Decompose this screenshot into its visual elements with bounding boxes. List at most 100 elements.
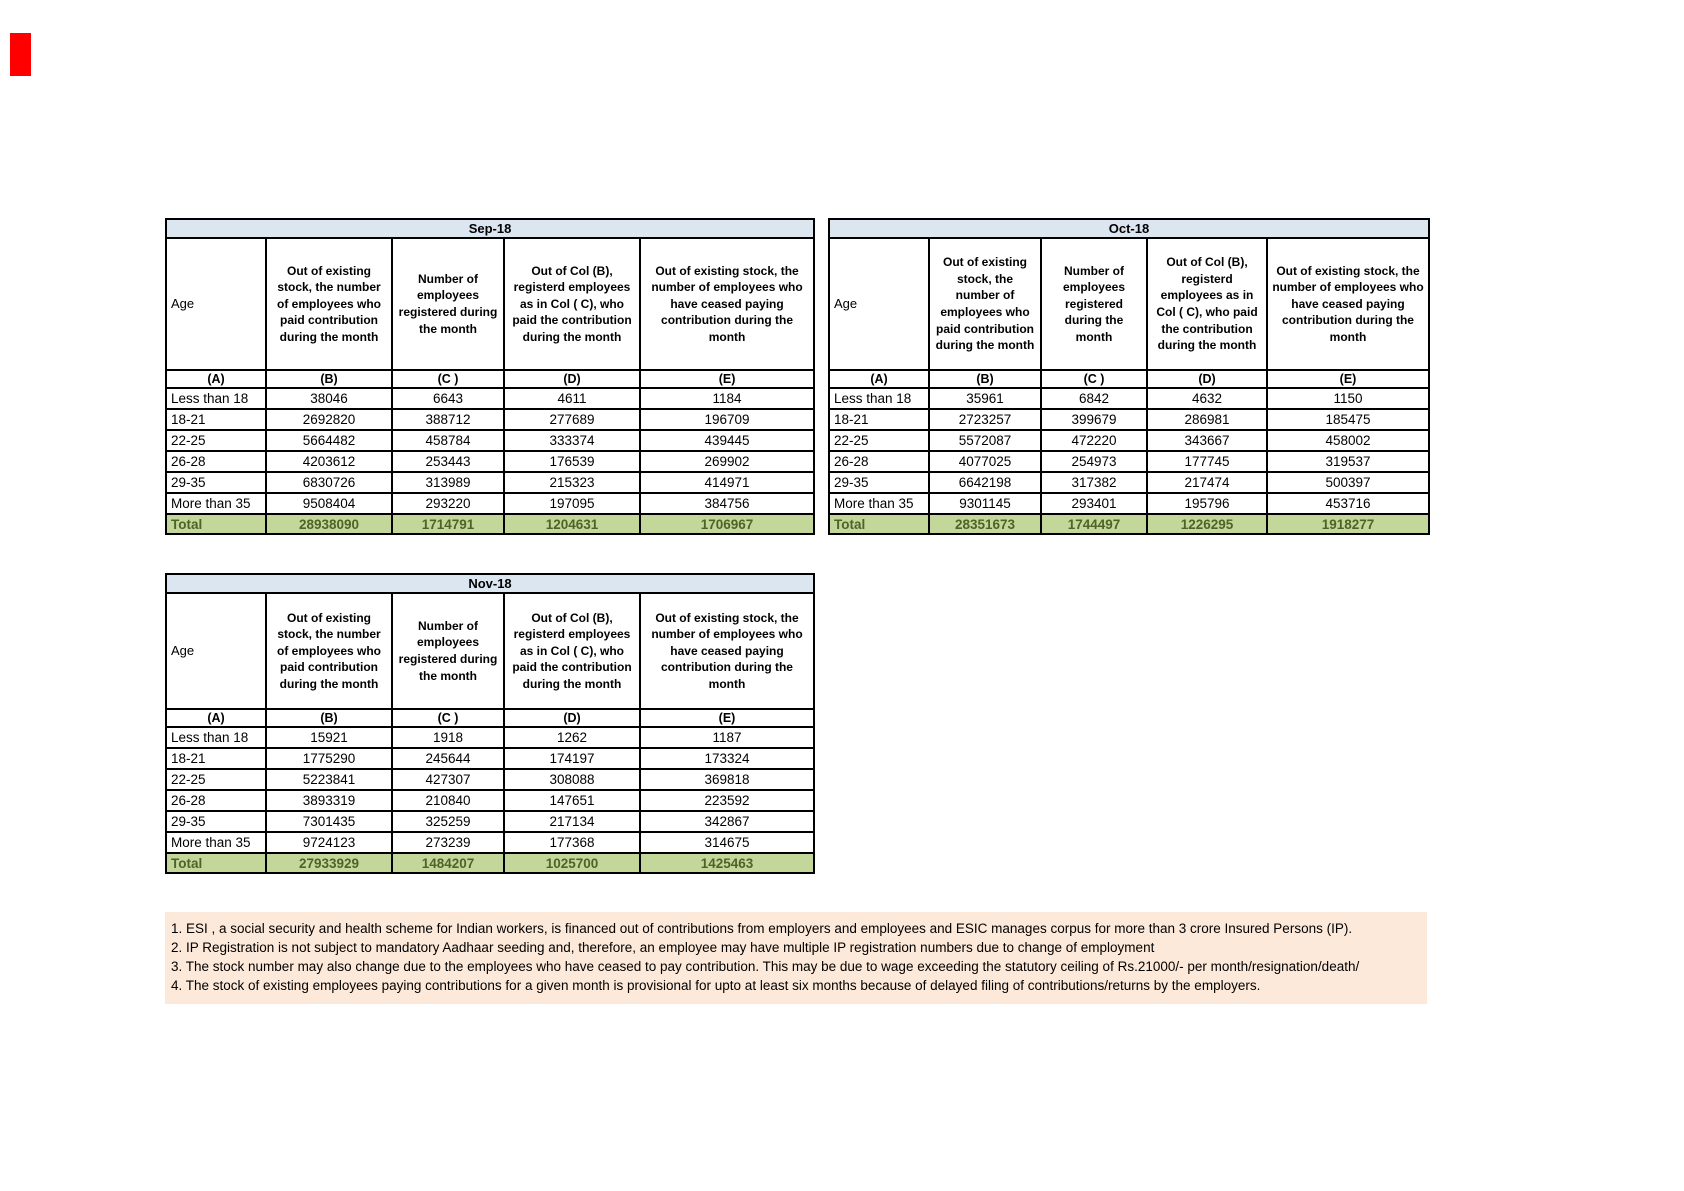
value-cell: 317382 <box>1040 471 1148 494</box>
value-cell: 1918 <box>391 726 505 749</box>
col-header-c: Number of employees registered during th… <box>1040 237 1148 371</box>
table-row: Less than 18 15921 1918 1262 1187 <box>165 726 815 749</box>
column-header-row: Age Out of existing stock, the number of… <box>165 237 816 371</box>
value-cell: 458784 <box>391 429 505 452</box>
value-cell: 6643 <box>391 387 505 410</box>
col-header-e: Out of existing stock, the number of emp… <box>638 237 816 371</box>
total-value: 28938090 <box>265 513 393 535</box>
age-cell: 29-35 <box>165 810 267 833</box>
table-row: 18-21 2723257 399679 286981 185475 <box>828 408 1430 431</box>
col-letter-e: (E) <box>1266 369 1430 389</box>
footnotes-block: 1. ESI , a social security and health sc… <box>165 912 1427 1004</box>
value-cell: 308088 <box>503 768 641 791</box>
total-label: Total <box>165 513 267 535</box>
month-table-nov: Nov-18 Age Out of existing stock, the nu… <box>165 573 815 874</box>
value-cell: 197095 <box>503 492 641 515</box>
value-cell: 254973 <box>1040 450 1148 473</box>
value-cell: 458002 <box>1266 429 1430 452</box>
value-cell: 269902 <box>638 450 816 473</box>
table-row: 22-25 5223841 427307 308088 369818 <box>165 768 815 791</box>
age-cell: 26-28 <box>165 450 267 473</box>
value-cell: 9301145 <box>928 492 1042 515</box>
age-cell: Less than 18 <box>828 387 930 410</box>
table-title-row: Sep-18 <box>164 218 816 239</box>
value-cell: 325259 <box>391 810 505 833</box>
table-row: 26-28 3893319 210840 147651 223592 <box>165 789 815 812</box>
total-value: 1204631 <box>503 513 641 535</box>
column-letters-row: (A) (B) (C ) (D) (E) <box>828 369 1430 389</box>
value-cell: 1187 <box>639 726 815 749</box>
table-row: 18-21 2692820 388712 277689 196709 <box>165 408 816 431</box>
value-cell: 174197 <box>503 747 641 770</box>
age-cell: 26-28 <box>828 450 930 473</box>
col-letter-d: (D) <box>503 369 641 389</box>
value-cell: 7301435 <box>265 810 393 833</box>
col-header-b: Out of existing stock, the number of emp… <box>928 237 1042 371</box>
value-cell: 369818 <box>639 768 815 791</box>
value-cell: 195796 <box>1146 492 1268 515</box>
col-header-e: Out of existing stock, the number of emp… <box>1266 237 1430 371</box>
value-cell: 399679 <box>1040 408 1148 431</box>
value-cell: 9724123 <box>265 831 393 854</box>
value-cell: 273239 <box>391 831 505 854</box>
footnote-3: 3. The stock number may also change due … <box>171 959 1360 974</box>
value-cell: 5664482 <box>265 429 393 452</box>
col-letter-d: (D) <box>1146 369 1268 389</box>
value-cell: 223592 <box>639 789 815 812</box>
age-cell: 18-21 <box>165 747 267 770</box>
value-cell: 2692820 <box>265 408 393 431</box>
table-row: 29-35 6830726 313989 215323 414971 <box>165 471 816 494</box>
red-marker <box>10 33 31 76</box>
month-table-sep: Sep-18 Age Out of existing stock, the nu… <box>164 218 816 535</box>
table-row: 18-21 1775290 245644 174197 173324 <box>165 747 815 770</box>
value-cell: 9508404 <box>265 492 393 515</box>
value-cell: 1150 <box>1266 387 1430 410</box>
age-cell: 22-25 <box>165 429 267 452</box>
col-letter-a: (A) <box>165 708 267 728</box>
table-row: 22-25 5664482 458784 333374 439445 <box>165 429 816 452</box>
value-cell: 4611 <box>503 387 641 410</box>
col-header-d: Out of Col (B), registerd employees as i… <box>503 237 641 371</box>
age-cell: 26-28 <box>165 789 267 812</box>
value-cell: 253443 <box>391 450 505 473</box>
col-header-b: Out of existing stock, the number of emp… <box>265 592 393 710</box>
value-cell: 500397 <box>1266 471 1430 494</box>
value-cell: 173324 <box>639 747 815 770</box>
age-cell: 22-25 <box>828 429 930 452</box>
column-letters-row: (A) (B) (C ) (D) (E) <box>165 369 816 389</box>
value-cell: 35961 <box>928 387 1042 410</box>
table-row: 26-28 4077025 254973 177745 319537 <box>828 450 1430 473</box>
table-row: Less than 18 35961 6842 4632 1150 <box>828 387 1430 410</box>
value-cell: 414971 <box>638 471 816 494</box>
age-cell: More than 35 <box>165 831 267 854</box>
value-cell: 333374 <box>503 429 641 452</box>
col-letter-a: (A) <box>828 369 930 389</box>
col-header-d: Out of Col (B), registerd employees as i… <box>1146 237 1268 371</box>
total-label: Total <box>165 852 267 874</box>
col-header-age: Age <box>165 237 267 371</box>
value-cell: 177368 <box>503 831 641 854</box>
total-row: Total 28938090 1714791 1204631 1706967 <box>165 513 816 535</box>
value-cell: 245644 <box>391 747 505 770</box>
value-cell: 5223841 <box>265 768 393 791</box>
col-letter-d: (D) <box>503 708 641 728</box>
value-cell: 6842 <box>1040 387 1148 410</box>
value-cell: 1262 <box>503 726 641 749</box>
total-label: Total <box>828 513 930 535</box>
col-header-c: Number of employees registered during th… <box>391 237 505 371</box>
age-cell: 22-25 <box>165 768 267 791</box>
table-row: More than 35 9301145 293401 195796 453716 <box>828 492 1430 515</box>
value-cell: 4203612 <box>265 450 393 473</box>
age-cell: 29-35 <box>828 471 930 494</box>
age-cell: More than 35 <box>828 492 930 515</box>
value-cell: 15921 <box>265 726 393 749</box>
value-cell: 3893319 <box>265 789 393 812</box>
column-header-row: Age Out of existing stock, the number of… <box>828 237 1430 371</box>
month-title: Oct-18 <box>828 218 1430 239</box>
total-value: 1918277 <box>1266 513 1430 535</box>
col-letter-b: (B) <box>928 369 1042 389</box>
col-letter-c: (C ) <box>391 708 505 728</box>
value-cell: 343667 <box>1146 429 1268 452</box>
col-header-d: Out of Col (B), registerd employees as i… <box>503 592 641 710</box>
value-cell: 319537 <box>1266 450 1430 473</box>
